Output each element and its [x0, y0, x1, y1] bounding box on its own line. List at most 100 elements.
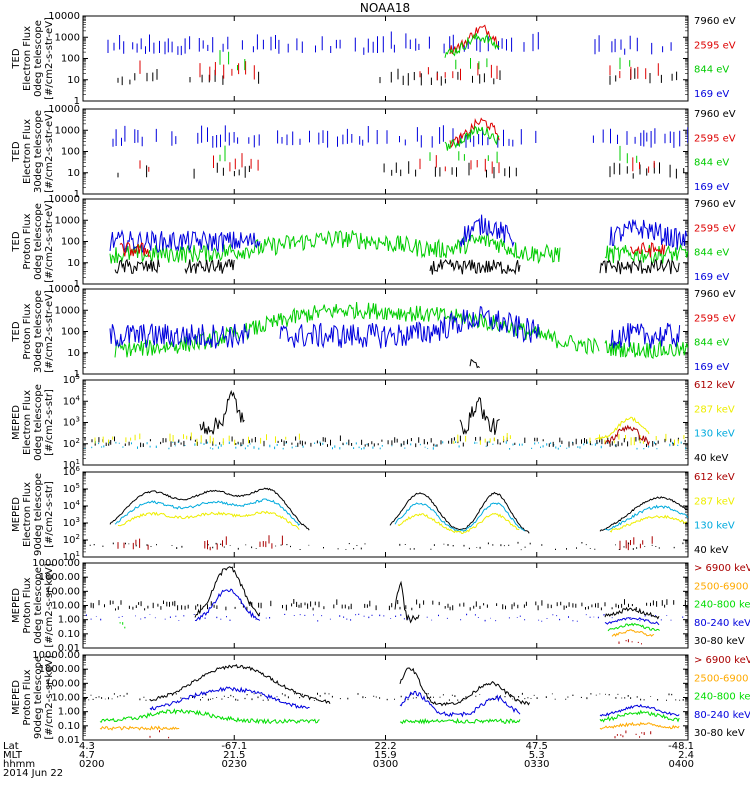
series-mark — [84, 435, 686, 448]
series-line — [194, 588, 261, 622]
x-tick-label-time: 0300 — [373, 759, 398, 770]
x-tick-label-mlt: 15.9 — [374, 750, 396, 761]
y-axis-label-line: TED — [11, 321, 22, 342]
y-axis-label-line: Proton Flux — [22, 213, 33, 269]
series-line — [184, 258, 235, 275]
y-tick-label: 1000.00 — [39, 664, 80, 675]
series-line — [244, 301, 600, 356]
y-tick-label: 100 — [61, 327, 80, 338]
y-axis-label-line: 0deg telescope — [33, 384, 44, 461]
series-mark — [117, 68, 678, 86]
panel-frame — [82, 471, 689, 558]
series-line — [194, 566, 261, 618]
y-tick-label: 10000 — [48, 284, 80, 295]
series-line — [394, 502, 525, 533]
y-axis-label-line: MEPED — [11, 497, 22, 532]
series-line — [599, 709, 680, 723]
series-mark — [139, 153, 655, 174]
panel-6: 106 105 104 103 102 101 MEPED Electron Flux 90de… — [11, 465, 735, 563]
series-line — [449, 24, 500, 55]
legend-entry: > 6900 keV — [694, 655, 750, 666]
y-axis-label-line: MEPED — [11, 680, 22, 715]
y-axis-label: TED Proton Flux 30deg telescope [#/cm2-s-st… — [11, 290, 55, 373]
series-line — [599, 721, 680, 730]
panel-data — [109, 214, 688, 276]
x-tick-label-lat: 47.5 — [526, 741, 548, 752]
series-line — [149, 663, 331, 704]
series-line — [149, 686, 310, 711]
panel-data — [84, 487, 688, 551]
legend-entry: 844 eV — [694, 65, 729, 76]
series-mark — [85, 613, 684, 622]
legend-entry: 80-240 keV — [694, 618, 750, 629]
series-mark — [83, 599, 688, 611]
y-axis-label-line: Proton Flux — [22, 669, 33, 725]
y-tick-label: 0.01 — [58, 643, 80, 654]
x-axis-row-label: hhmm — [3, 759, 35, 770]
chart-title: NOAA18 — [360, 1, 410, 15]
y-axis-label-line: [#/cm2-s-str-eV] — [44, 290, 55, 373]
series-line — [459, 396, 500, 435]
y-tick-label: 101 — [63, 458, 80, 471]
y-axis-label: MEPED Proton Flux 0deg telescope [#/cm2-s-s… — [11, 563, 55, 647]
legend-entry: 169 eV — [694, 182, 729, 193]
y-axis-label-line: 90deg telescope — [33, 473, 44, 556]
series-line — [609, 514, 687, 533]
y-axis-label-line: [#/cm2-s-sr-keV] — [44, 563, 55, 647]
legend-entry: 7960 eV — [694, 109, 736, 120]
y-tick-label: 102 — [63, 533, 80, 546]
y-axis-label-line: [#/cm2-s-str-eV] — [44, 17, 55, 100]
legend-entry: 7960 eV — [694, 16, 736, 27]
series-line — [99, 708, 320, 725]
y-axis-label: TED Electron Flux 30deg telescope [#/cm2-s-… — [11, 110, 55, 193]
y-axis-label-line: [#/cm2-s-str-eV] — [44, 200, 55, 283]
x-tick-label-mlt: 5.3 — [529, 750, 545, 761]
y-axis-label-line: [#/cm2-s-str-eV] — [44, 110, 55, 193]
panel-frame — [82, 15, 689, 102]
y-axis-label: MEPED Proton Flux 90deg telescope [#/cm2-s-… — [11, 655, 55, 739]
series-line — [394, 580, 420, 624]
x-tick-label-mlt: 4.7 — [79, 750, 95, 761]
series-line — [599, 703, 680, 717]
series-mark — [117, 161, 685, 179]
y-tick-label: 10000 — [48, 194, 80, 205]
y-tick-label: 0.10 — [58, 629, 80, 640]
series-line — [397, 512, 520, 535]
series-line — [604, 504, 688, 531]
y-tick-label: 1 — [74, 96, 80, 107]
y-axis-label-line: 30deg telescope — [33, 290, 44, 373]
series-line — [604, 339, 688, 359]
series-mark — [94, 432, 685, 446]
panel-3: 10000 1000 100 10 1 TED Proton Flux 0deg telesc… — [11, 194, 736, 290]
panel-8: 10000.001000.00100.0010.001.000.100.01ME… — [11, 650, 750, 746]
y-tick-label: 104 — [63, 394, 81, 407]
legend-entry: 40 keV — [694, 545, 728, 556]
series-line — [109, 230, 561, 265]
y-axis-label-line: 30deg telescope — [33, 110, 44, 193]
y-axis-label-line: TED — [11, 231, 22, 252]
x-tick-label-mlt: 21.5 — [223, 750, 245, 761]
panel-5: 105 104 103 102 101 MEPED Electron Flux 0deg te… — [11, 373, 735, 471]
x-tick-label-mlt: 2.4 — [678, 750, 694, 761]
series-line — [609, 219, 688, 250]
panel-4: 10000 1000 100 10 1 TED Proton Flux 30deg teles… — [11, 284, 736, 380]
y-axis-label-line: [#/cm2-s-str] — [44, 389, 55, 456]
series-line — [279, 305, 540, 349]
y-axis-label-line: TED — [11, 141, 22, 162]
y-tick-label: 100.00 — [45, 586, 80, 597]
y-tick-label: 0.10 — [58, 721, 80, 732]
y-tick-label: 10.00 — [51, 601, 80, 612]
y-axis-label-line: 90deg telescope — [33, 656, 44, 739]
legend-entry: 7960 eV — [694, 199, 736, 210]
legend-entry: 30-80 keV — [694, 636, 745, 647]
legend-entry: 240-800 keV — [694, 692, 750, 703]
x-tick-label-lat: 4.3 — [79, 741, 95, 752]
y-tick-label: 10000.00 — [32, 558, 80, 569]
x-tick-label-time: 0400 — [669, 759, 694, 770]
series-mark — [119, 622, 126, 629]
y-axis-label: MEPED Electron Flux 90deg telescope [#/cm2-… — [11, 473, 55, 556]
series-mark — [219, 145, 638, 164]
x-axis-row-label: 2014 Jun 22 — [3, 768, 63, 779]
x-axis-row-label: MLT — [3, 750, 23, 761]
